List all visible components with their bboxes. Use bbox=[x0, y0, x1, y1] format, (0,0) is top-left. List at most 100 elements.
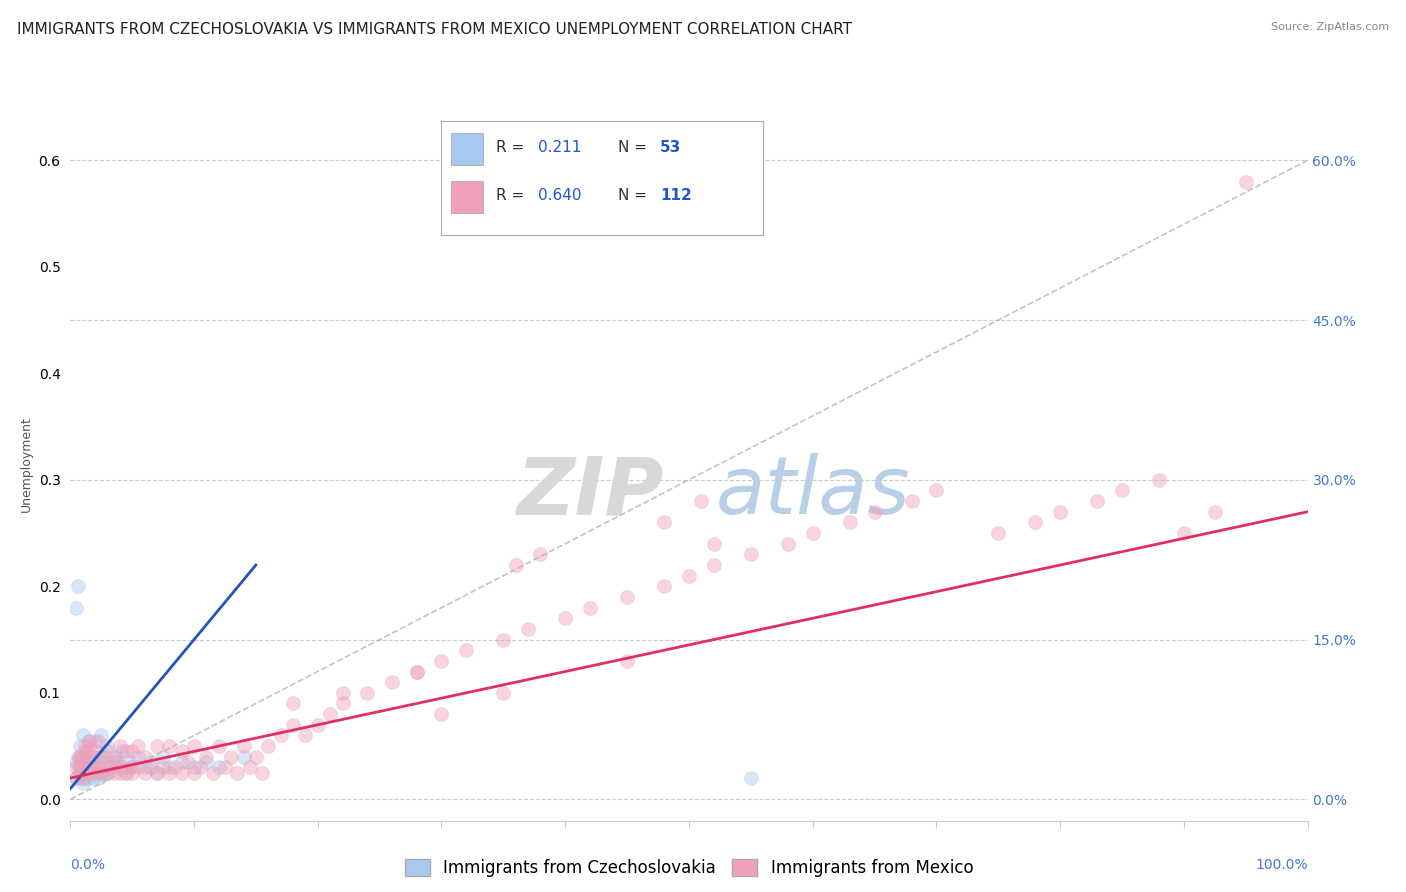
Point bbox=[98, 760, 121, 774]
Point bbox=[270, 728, 292, 742]
Point bbox=[703, 558, 725, 572]
Point bbox=[65, 760, 87, 774]
Point bbox=[80, 760, 103, 774]
Text: N =: N = bbox=[619, 140, 647, 155]
Point bbox=[121, 760, 143, 774]
Point bbox=[134, 760, 156, 774]
Point bbox=[75, 739, 97, 753]
Point bbox=[226, 765, 249, 780]
Point bbox=[79, 765, 101, 780]
Point bbox=[70, 771, 93, 785]
Text: 0.640: 0.640 bbox=[538, 188, 582, 203]
Point bbox=[90, 765, 112, 780]
Point bbox=[1085, 494, 1108, 508]
Point bbox=[67, 765, 90, 780]
Text: ZIP: ZIP bbox=[516, 453, 664, 532]
Point bbox=[1147, 473, 1170, 487]
Point bbox=[103, 765, 125, 780]
Point bbox=[70, 755, 93, 769]
Point bbox=[77, 733, 100, 747]
Point bbox=[105, 755, 128, 769]
Bar bbox=[451, 133, 484, 165]
Point bbox=[690, 494, 713, 508]
Point bbox=[579, 600, 602, 615]
Point bbox=[529, 547, 551, 561]
Point bbox=[65, 755, 87, 769]
Point bbox=[554, 611, 576, 625]
Point bbox=[115, 744, 138, 758]
Point bbox=[108, 739, 131, 753]
Point bbox=[87, 771, 110, 785]
Point bbox=[118, 760, 141, 774]
Point bbox=[183, 765, 205, 780]
Point bbox=[703, 537, 725, 551]
Point bbox=[863, 505, 886, 519]
Point bbox=[652, 516, 675, 530]
Text: R =: R = bbox=[496, 140, 524, 155]
Text: 112: 112 bbox=[661, 188, 692, 203]
Point bbox=[146, 765, 169, 780]
Text: atlas: atlas bbox=[716, 453, 910, 532]
Point bbox=[678, 568, 700, 582]
Point bbox=[69, 765, 91, 780]
Point bbox=[103, 755, 125, 769]
Point bbox=[232, 749, 254, 764]
Point bbox=[170, 744, 193, 758]
Point bbox=[139, 755, 162, 769]
Point bbox=[232, 739, 254, 753]
Point bbox=[134, 765, 156, 780]
Point bbox=[108, 760, 131, 774]
Point bbox=[1049, 505, 1071, 519]
Point bbox=[183, 739, 205, 753]
Point bbox=[75, 771, 97, 785]
Point bbox=[925, 483, 948, 498]
Point bbox=[492, 686, 515, 700]
Point bbox=[405, 665, 427, 679]
Point bbox=[82, 749, 104, 764]
Point bbox=[250, 765, 273, 780]
Point bbox=[84, 733, 107, 747]
Point bbox=[94, 749, 117, 764]
Point bbox=[208, 739, 231, 753]
Point bbox=[332, 697, 354, 711]
Point bbox=[77, 733, 100, 747]
Point bbox=[332, 686, 354, 700]
Point bbox=[188, 760, 211, 774]
Point bbox=[214, 760, 236, 774]
Point bbox=[170, 755, 193, 769]
Text: 0.211: 0.211 bbox=[538, 140, 581, 155]
Text: R =: R = bbox=[496, 188, 524, 203]
Point bbox=[183, 760, 205, 774]
Point bbox=[219, 749, 242, 764]
Point bbox=[127, 760, 149, 774]
Point bbox=[430, 654, 453, 668]
Point bbox=[307, 718, 329, 732]
Point bbox=[170, 765, 193, 780]
Point bbox=[239, 760, 262, 774]
Point bbox=[84, 765, 107, 780]
Point bbox=[75, 760, 97, 774]
Point bbox=[294, 728, 316, 742]
Text: 0.0%: 0.0% bbox=[70, 858, 105, 871]
Point bbox=[121, 744, 143, 758]
Point bbox=[69, 760, 91, 774]
Point bbox=[257, 739, 280, 753]
Legend: Immigrants from Czechoslovakia, Immigrants from Mexico: Immigrants from Czechoslovakia, Immigran… bbox=[398, 852, 980, 884]
Point bbox=[86, 749, 108, 764]
Point bbox=[84, 744, 107, 758]
Point bbox=[505, 558, 527, 572]
Point bbox=[75, 744, 97, 758]
Point bbox=[65, 771, 87, 785]
Point bbox=[405, 665, 427, 679]
Point bbox=[90, 728, 112, 742]
Point bbox=[77, 755, 100, 769]
Point bbox=[72, 749, 94, 764]
Point bbox=[134, 749, 156, 764]
Point bbox=[111, 760, 134, 774]
Point bbox=[146, 765, 169, 780]
Point bbox=[157, 760, 180, 774]
Point bbox=[82, 771, 104, 785]
Point bbox=[152, 749, 174, 764]
Text: 53: 53 bbox=[661, 140, 682, 155]
Point bbox=[146, 739, 169, 753]
